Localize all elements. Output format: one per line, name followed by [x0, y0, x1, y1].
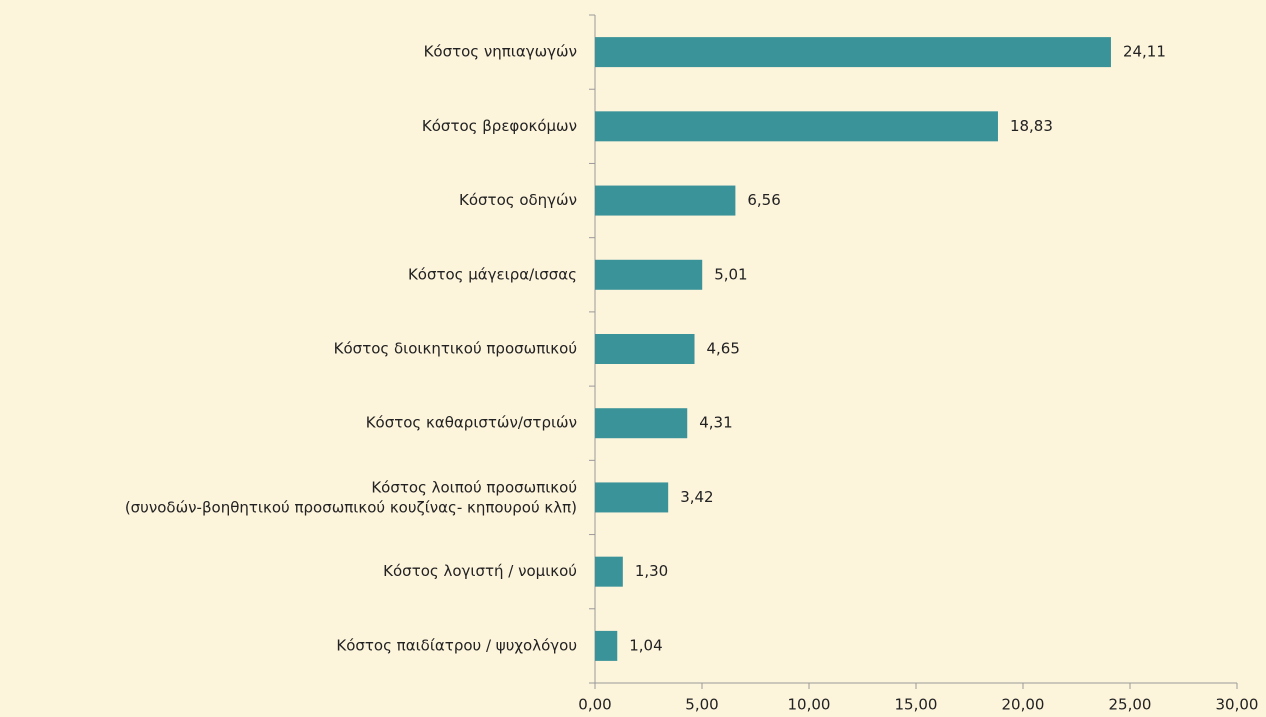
label-line: (συνοδών-βοηθητικού προσωπικού κουζίνας-… — [125, 498, 577, 516]
bar — [595, 334, 695, 364]
bar — [595, 185, 736, 216]
y-tick-label: Κόστος λογιστή / νομικού — [383, 562, 577, 580]
x-tick-label: 15,00 — [895, 696, 938, 714]
y-tick-label: Κόστος βρεφοκόμων — [422, 117, 577, 135]
value-label: 4,31 — [699, 414, 732, 432]
y-tick-label: Κόστος καθαριστών/στριών — [366, 414, 577, 432]
x-tick-label: 10,00 — [788, 696, 831, 714]
x-tick-label: 25,00 — [1109, 696, 1152, 714]
bar — [595, 259, 703, 290]
value-label: 1,04 — [629, 636, 662, 654]
value-label: 18,83 — [1010, 117, 1053, 135]
y-tick-label: Κόστος λοιπού προσωπικού (συνοδών-βοηθητι… — [125, 478, 577, 516]
label-line: Κόστος λοιπού προσωπικού — [371, 478, 577, 496]
y-tick-label: Κόστος νηπιαγωγών — [424, 43, 577, 61]
value-label: 3,42 — [680, 488, 713, 506]
y-tick-label: Κόστος διοικητικού προσωπικού — [334, 340, 577, 358]
value-label: 6,56 — [747, 191, 780, 209]
y-tick-label: Κόστος οδηγών — [459, 191, 577, 209]
bar — [595, 111, 998, 142]
value-label: 4,65 — [707, 340, 740, 358]
value-label: 5,01 — [714, 265, 747, 283]
y-tick-label: Κόστος μάγειρα/ισσας — [408, 265, 577, 283]
y-tick-label: Κόστος παιδίατρου / ψυχολόγου — [336, 636, 577, 654]
bar — [595, 408, 688, 439]
bar — [595, 482, 669, 513]
x-tick-label: 30,00 — [1216, 696, 1259, 714]
bar — [595, 37, 1111, 68]
value-label: 24,11 — [1123, 43, 1166, 61]
value-label: 1,30 — [635, 562, 668, 580]
bar — [595, 630, 618, 661]
x-tick-label: 5,00 — [685, 696, 718, 714]
x-tick-label: 20,00 — [1002, 696, 1045, 714]
x-tick-label: 0,00 — [578, 696, 611, 714]
bar — [595, 556, 623, 587]
